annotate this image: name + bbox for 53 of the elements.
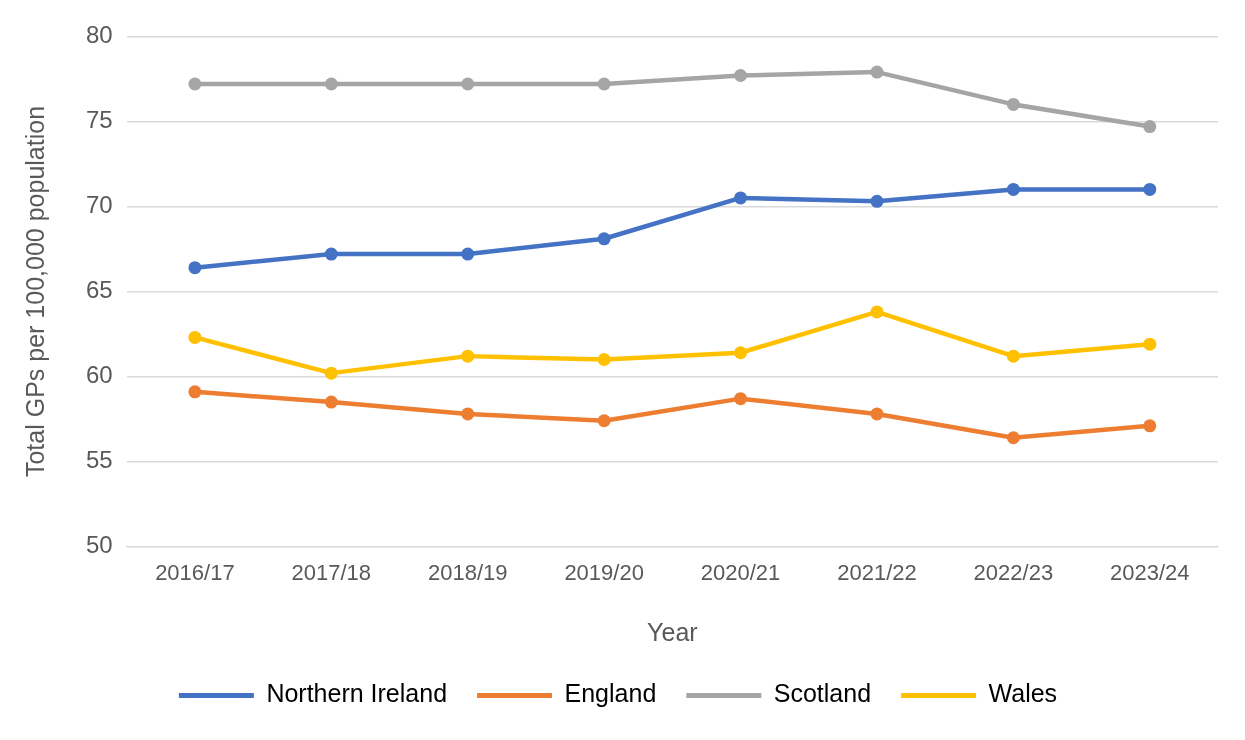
point xyxy=(597,414,611,428)
point xyxy=(734,392,748,406)
point xyxy=(1006,349,1020,363)
legend-label: England xyxy=(564,679,657,708)
x-tick-label: 2023/24 xyxy=(1110,559,1190,585)
point xyxy=(734,346,748,360)
legend-label: Northern Ireland xyxy=(266,679,448,708)
point xyxy=(1143,120,1157,134)
y-tick-label: 70 xyxy=(85,191,113,219)
y-tick-label: 80 xyxy=(85,21,113,49)
point xyxy=(870,305,884,319)
x-tick-label: 2017/18 xyxy=(291,559,372,585)
legend-label: Wales xyxy=(988,679,1058,708)
x-tick-label: 2021/22 xyxy=(837,559,917,585)
y-tick-label: 75 xyxy=(85,106,113,134)
x-axis-title: Year xyxy=(647,617,698,646)
point xyxy=(870,194,884,208)
point xyxy=(188,385,202,399)
x-tick-label: 2019/20 xyxy=(564,559,644,585)
y-axis-title: Total GPs per 100,000 population xyxy=(20,105,49,478)
point xyxy=(461,77,475,91)
point xyxy=(461,407,475,421)
point xyxy=(597,77,611,91)
point xyxy=(734,191,748,205)
point xyxy=(324,395,338,409)
point xyxy=(1006,431,1020,445)
point xyxy=(188,261,202,275)
point xyxy=(461,247,475,261)
x-tick-label: 2018/19 xyxy=(427,559,508,585)
point xyxy=(1006,97,1020,111)
x-tick-label: 2016/17 xyxy=(155,559,235,585)
y-tick-label: 55 xyxy=(85,446,113,474)
x-tick-label: 2022/23 xyxy=(973,559,1054,585)
point xyxy=(870,407,884,421)
point xyxy=(1143,182,1157,196)
x-tick-label: 2020/21 xyxy=(700,559,781,585)
point xyxy=(870,65,884,79)
legend-label: Scotland xyxy=(773,679,872,708)
point xyxy=(1143,337,1157,351)
point xyxy=(461,349,475,363)
point xyxy=(734,69,748,83)
point xyxy=(597,232,611,246)
point xyxy=(1143,419,1157,433)
point xyxy=(1006,182,1020,196)
point xyxy=(324,77,338,91)
point xyxy=(188,77,202,91)
point xyxy=(324,366,338,380)
point xyxy=(324,247,338,261)
y-tick-label: 60 xyxy=(85,361,113,389)
y-tick-label: 65 xyxy=(85,276,113,304)
point xyxy=(188,330,202,344)
y-tick-label: 50 xyxy=(85,531,113,559)
point xyxy=(597,353,611,367)
